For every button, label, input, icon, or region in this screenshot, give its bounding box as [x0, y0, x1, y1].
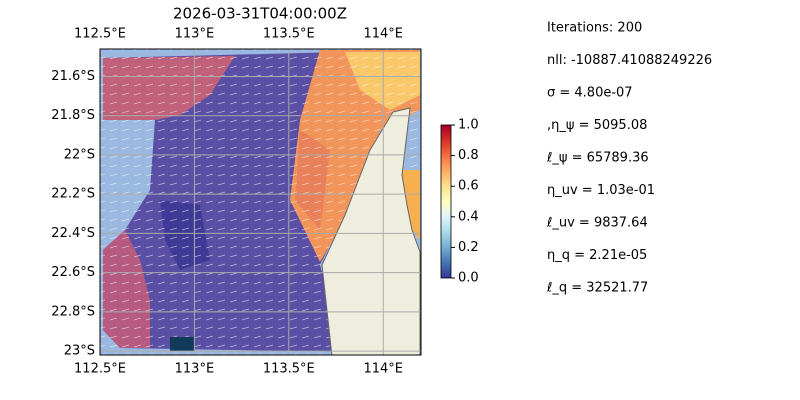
y-tick-label: 22°S	[64, 147, 95, 162]
chart-title: 2026-03-31T04:00:00Z	[173, 5, 347, 23]
colorbar-tick-label: 0.8	[458, 148, 479, 163]
annotation: ,η_ψ = 5095.08	[547, 118, 647, 133]
axes-frame	[99, 48, 422, 356]
x-tick-label: 113.5°E	[263, 362, 315, 377]
colorbar-tick-label: 0.0	[458, 271, 479, 286]
y-tick-label: 21.6°S	[51, 69, 95, 84]
y-tick-label: 21.8°S	[51, 108, 95, 123]
y-tick-label: 22.2°S	[51, 187, 95, 202]
colorbar	[440, 124, 452, 279]
annotation: Iterations: 200	[547, 21, 642, 36]
annotation: nll: -10887.41088249226	[547, 53, 712, 68]
y-tick-label: 22.8°S	[51, 304, 95, 319]
annotation: ℓ_ψ = 65789.36	[546, 151, 649, 166]
annotation: η_q = 2.21e-05	[547, 248, 647, 263]
x-tick-label-top: 112.5°E	[74, 27, 126, 42]
annotation: ℓ_q = 32521.77	[546, 281, 648, 296]
x-tick-label-top: 113°E	[175, 27, 215, 42]
annotation: σ = 4.80e-07	[547, 86, 633, 101]
map-field	[100, 49, 421, 355]
annotation: η_uv = 1.03e-01	[547, 183, 655, 198]
annotation: ℓ_uv = 9837.64	[546, 216, 648, 231]
colorbar-tick-label: 0.2	[458, 240, 479, 255]
x-tick-label: 114°E	[363, 362, 403, 377]
colorbar-tick-label: 0.6	[458, 179, 479, 194]
colorbar-tick-label: 0.4	[458, 209, 479, 224]
colorbar-tick-label: 1.0	[458, 118, 479, 133]
y-tick-label: 22.6°S	[51, 265, 95, 280]
x-tick-label: 113°E	[175, 362, 215, 377]
x-tick-label-top: 114°E	[363, 27, 403, 42]
y-tick-label: 22.4°S	[51, 226, 95, 241]
x-tick-label-top: 113.5°E	[263, 27, 315, 42]
y-tick-label: 23°S	[64, 344, 95, 359]
x-tick-label: 112.5°E	[74, 362, 126, 377]
